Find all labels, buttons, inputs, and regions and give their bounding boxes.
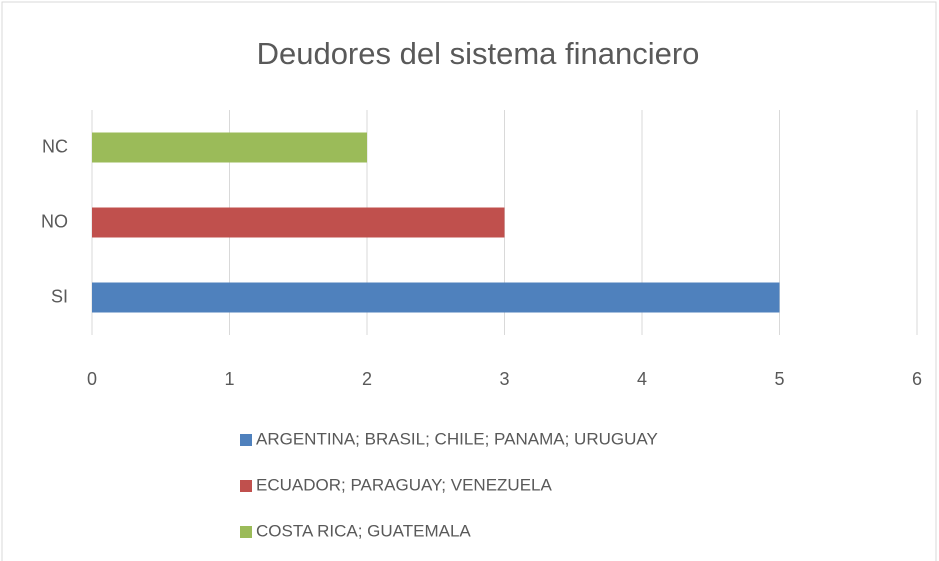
legend-label: COSTA RICA; GUATEMALA <box>256 521 471 540</box>
y-tick-label: SI <box>51 286 68 306</box>
y-tick-label: NO <box>41 211 68 231</box>
x-tick-label: 2 <box>362 369 372 389</box>
bar <box>92 132 367 163</box>
legend-swatch <box>240 434 252 446</box>
x-tick-label: 0 <box>87 369 97 389</box>
y-tick-label: NC <box>42 136 68 156</box>
legend-swatch <box>240 480 252 492</box>
chart-title: Deudores del sistema financiero <box>257 36 700 71</box>
x-tick-label: 3 <box>499 369 509 389</box>
x-tick-label: 1 <box>224 369 234 389</box>
x-tick-label: 5 <box>774 369 784 389</box>
legend-label: ECUADOR; PARAGUAY; VENEZUELA <box>256 475 552 494</box>
bar <box>92 282 780 313</box>
x-tick-label: 4 <box>637 369 647 389</box>
x-tick-label: 6 <box>912 369 922 389</box>
legend-swatch <box>240 526 252 538</box>
legend-label: ARGENTINA; BRASIL; CHILE; PANAMA; URUGUA… <box>256 429 658 448</box>
bar <box>92 207 505 238</box>
